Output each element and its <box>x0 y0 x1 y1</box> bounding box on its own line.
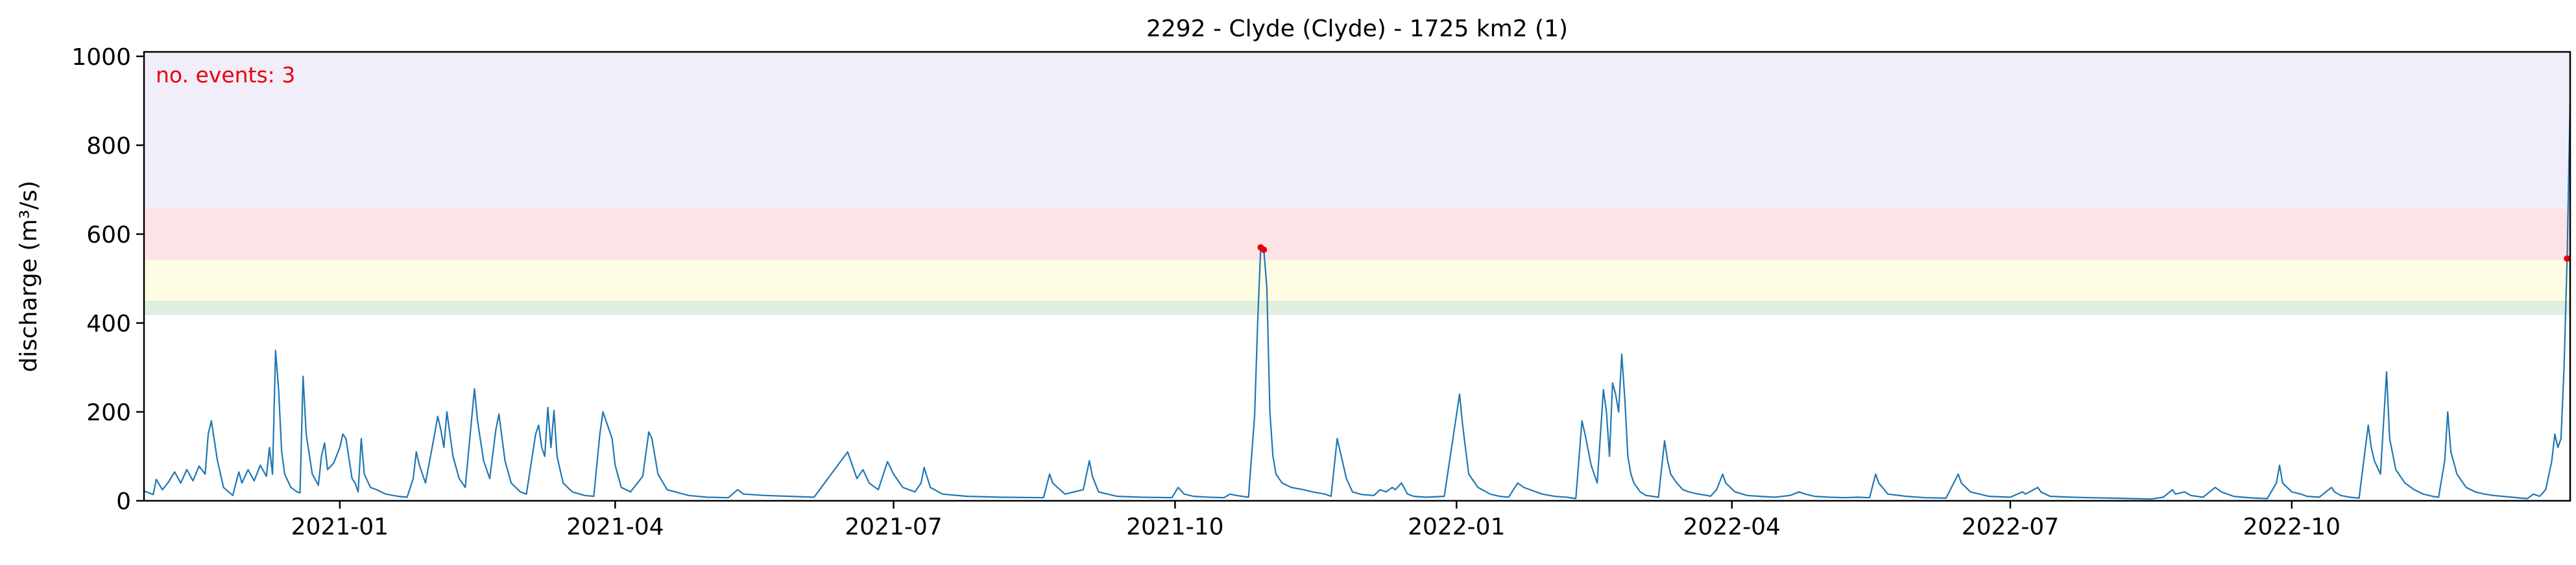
event-marker-2 <box>1260 246 1268 253</box>
events-annotation: no. events: 3 <box>156 62 295 88</box>
y-tick-label: 400 <box>86 311 131 337</box>
event-markers <box>1257 244 2571 262</box>
threshold-band-2 <box>144 259 2570 301</box>
plot-frame <box>143 51 2571 502</box>
x-tick-label: 2022-07 <box>1962 514 2059 540</box>
y-tick-label: 0 <box>116 488 131 515</box>
x-tick-label: 2021-01 <box>291 514 389 540</box>
threshold-bands <box>144 52 2570 315</box>
x-tick-label: 2022-01 <box>1408 514 1505 540</box>
y-tick-label: 600 <box>86 222 131 248</box>
chart-title: 2292 - Clyde (Clyde) - 1725 km2 (1) <box>1146 16 1568 42</box>
x-tick-label: 2022-04 <box>1683 514 1781 540</box>
y-tick-label: 1000 <box>71 44 131 71</box>
discharge-line <box>143 99 2571 500</box>
threshold-band-3 <box>144 208 2570 260</box>
y-tick-label: 200 <box>86 400 131 426</box>
y-axis-label: discharge (m³/s) <box>16 180 42 372</box>
x-tick-label: 2021-04 <box>566 514 664 540</box>
y-axis: 0 200 400 600 800 1000 <box>71 44 144 515</box>
x-tick-label: 2021-10 <box>1126 514 1223 540</box>
y-tick-label: 800 <box>86 133 131 160</box>
threshold-band-4 <box>144 52 2570 209</box>
threshold-band-1 <box>144 300 2570 315</box>
x-tick-label: 2022-10 <box>2243 514 2341 540</box>
x-tick-label: 2021-07 <box>845 514 942 540</box>
event-marker-3 <box>2564 255 2571 262</box>
discharge-series <box>143 99 2571 500</box>
x-axis: 2021-01 2021-04 2021-07 2021-10 2022-01 2022-… <box>291 501 2341 540</box>
